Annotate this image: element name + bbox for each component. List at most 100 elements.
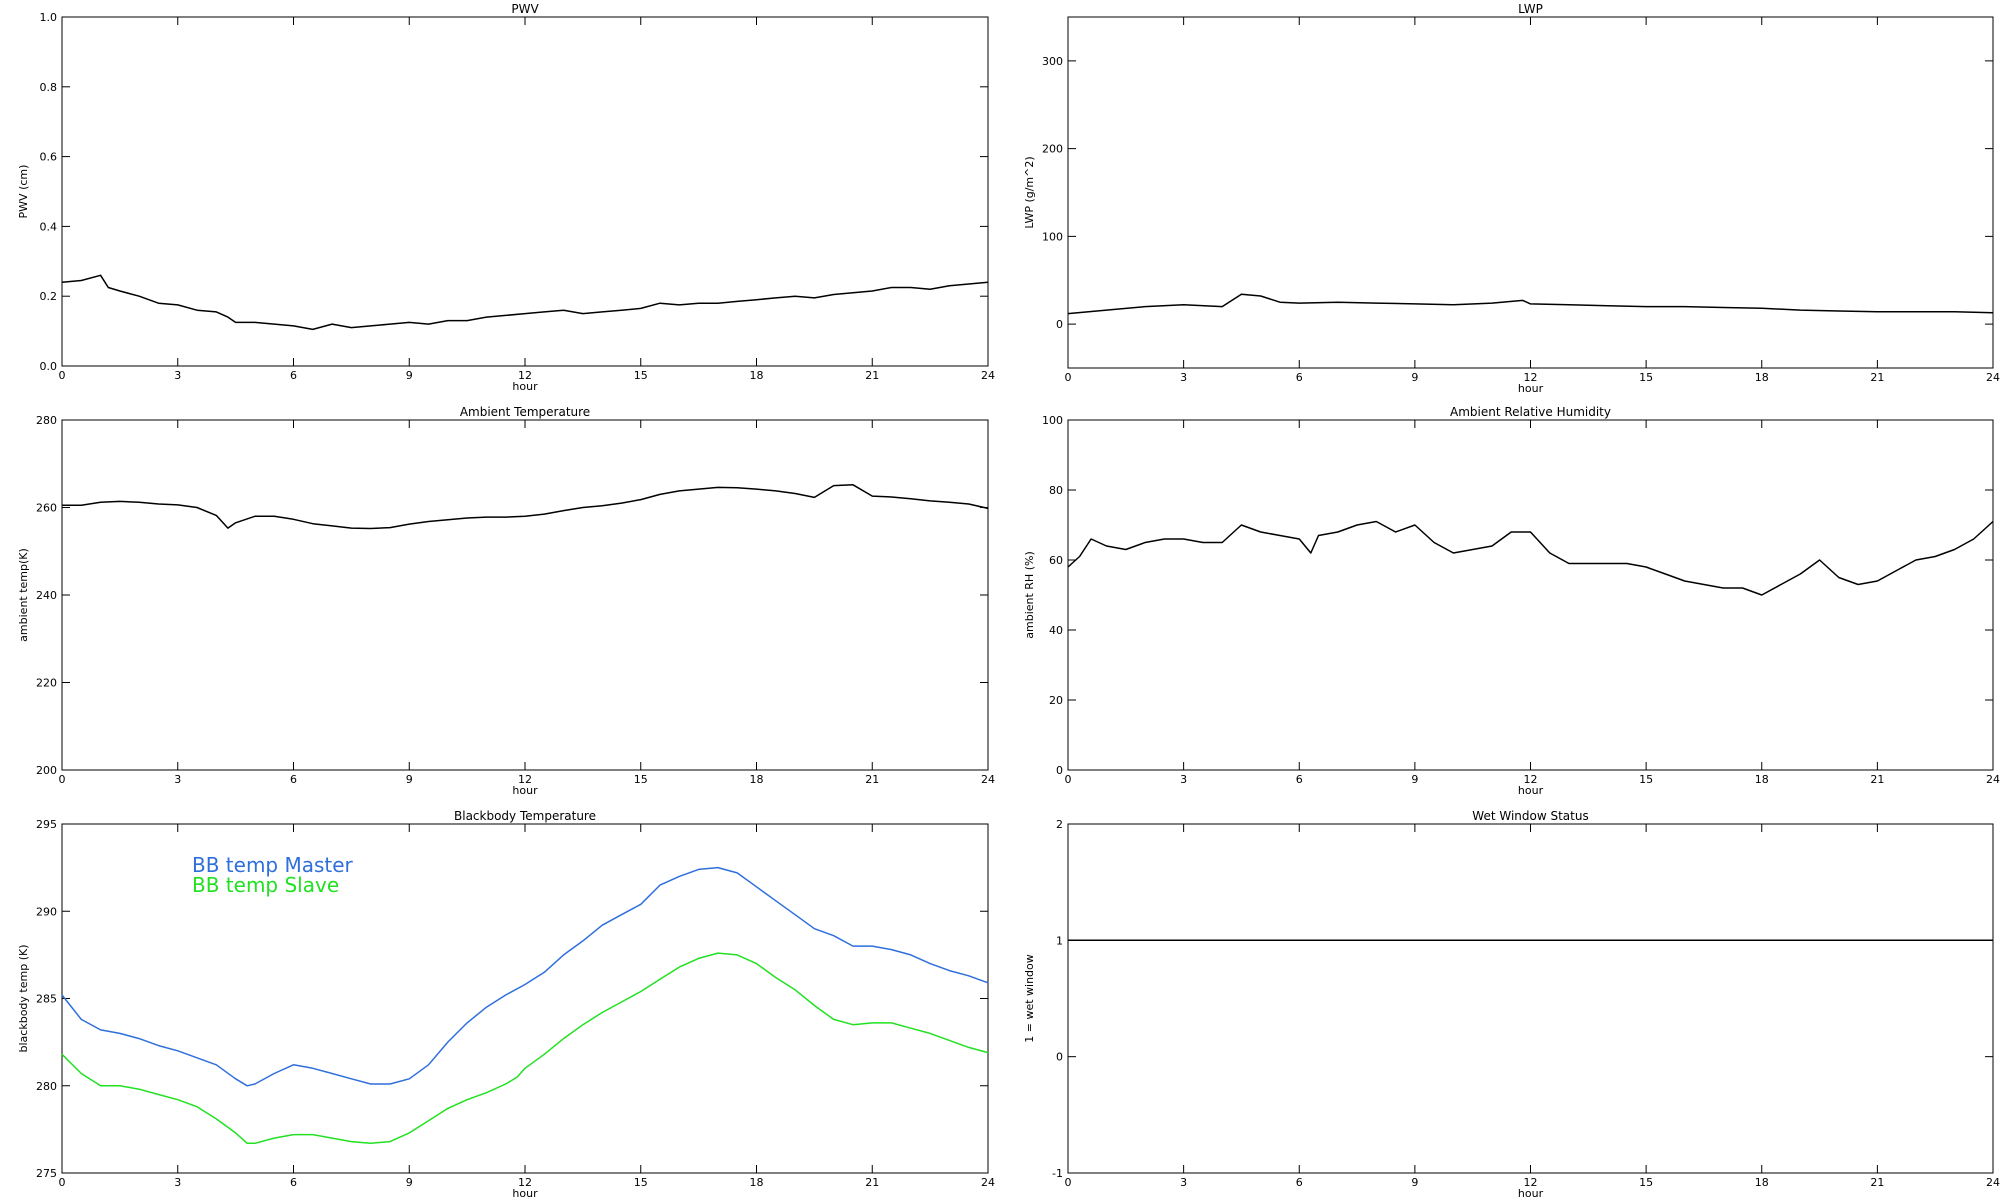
y-tick-label: 40 [1049, 624, 1063, 637]
x-tick-label: 24 [1986, 773, 2000, 786]
x-tick-label: 15 [634, 369, 648, 382]
y-tick-label: 60 [1049, 554, 1063, 567]
x-tick-label: 0 [1065, 773, 1072, 786]
y-tick-label: 0 [1056, 1051, 1063, 1064]
y-axis-label: ambient temp(K) [17, 548, 30, 642]
x-tick-label: 24 [981, 773, 995, 786]
legend-entry: BB temp Slave [192, 873, 339, 897]
x-tick-label: 9 [1411, 371, 1418, 384]
x-tick-label: 0 [59, 1176, 66, 1189]
y-tick-label: 20 [1049, 694, 1063, 707]
x-tick-label: 12 [1524, 371, 1538, 384]
y-tick-label: 290 [36, 905, 57, 918]
x-tick-label: 6 [1296, 1176, 1303, 1189]
x-tick-label: 9 [406, 1176, 413, 1189]
x-axis-label: hour [1518, 382, 1544, 395]
y-tick-label: 0.4 [40, 220, 58, 233]
chart-5: Blackbody Temperature 0 3 6 9 12 15 18 21 24 hour 2… [17, 809, 995, 1200]
y-tick-label: 100 [1042, 230, 1063, 243]
y-tick-label: 280 [36, 1080, 57, 1093]
y-tick-label: 0.2 [40, 290, 58, 303]
x-tick-label: 3 [1180, 1176, 1187, 1189]
y-tick-label: 200 [1042, 143, 1063, 156]
y-tick-label: -1 [1052, 1167, 1063, 1180]
x-tick-label: 3 [1180, 371, 1187, 384]
series-line-1 [1067, 520, 1994, 596]
y-tick-label: 0.0 [40, 360, 58, 373]
series-line-2 [61, 952, 989, 1145]
x-tick-label: 6 [1296, 773, 1303, 786]
x-tick-label: 18 [750, 1176, 764, 1189]
x-tick-label: 3 [174, 369, 181, 382]
x-tick-label: 18 [750, 369, 764, 382]
x-tick-label: 24 [981, 1176, 995, 1189]
x-tick-label: 12 [518, 1176, 532, 1189]
x-tick-label: 18 [1755, 773, 1769, 786]
chart-2: LWP 0 3 6 9 12 15 18 21 24 hour 0 100 200 300 LWP (g/m^… [1023, 2, 2000, 395]
plot-frame [61, 419, 989, 771]
x-tick-label: 21 [865, 773, 879, 786]
plot-frame [1067, 16, 1994, 369]
x-tick-label: 6 [1296, 371, 1303, 384]
y-tick-label: 200 [36, 764, 57, 777]
y-tick-label: 0 [1056, 764, 1063, 777]
chart-1: PWV 0 3 6 9 12 15 18 21 24 hour 0.0 0.2 0.4 0.6 0.8 1.0 P… [17, 2, 995, 393]
y-tick-label: 100 [1042, 414, 1063, 427]
x-tick-label: 3 [1180, 773, 1187, 786]
x-tick-label: 9 [1411, 1176, 1418, 1189]
series-line-1 [61, 274, 989, 331]
series-line-1 [62, 484, 989, 530]
y-axis-label: 1 = wet window [1023, 954, 1036, 1043]
x-tick-label: 18 [1755, 371, 1769, 384]
x-tick-label: 12 [1524, 1176, 1538, 1189]
x-axis-label: hour [1518, 1187, 1544, 1200]
x-tick-label: 6 [290, 1176, 297, 1189]
y-tick-label: 0 [1056, 318, 1063, 331]
y-axis-label: PWV (cm) [17, 165, 30, 219]
y-tick-label: 280 [36, 414, 57, 427]
y-tick-label: 300 [1042, 55, 1063, 68]
x-tick-label: 24 [1986, 371, 2000, 384]
y-axis-label: ambient RH (%) [1023, 551, 1036, 639]
y-tick-label: 80 [1049, 484, 1063, 497]
x-tick-label: 21 [1870, 1176, 1884, 1189]
chart-title: Wet Window Status [1472, 809, 1588, 823]
x-tick-label: 15 [1639, 371, 1653, 384]
x-tick-label: 21 [1870, 773, 1884, 786]
y-tick-label: 1 [1056, 934, 1063, 947]
x-tick-label: 9 [1411, 773, 1418, 786]
chart-title: PWV [511, 2, 539, 16]
x-tick-label: 21 [865, 369, 879, 382]
x-tick-label: 24 [1986, 1176, 2000, 1189]
x-tick-label: 12 [518, 369, 532, 382]
y-tick-label: 0.8 [40, 81, 58, 94]
x-axis-label: hour [512, 784, 538, 797]
x-tick-label: 0 [1065, 1176, 1072, 1189]
legend-entry: BB temp Master [192, 853, 354, 877]
y-tick-label: 275 [36, 1167, 57, 1180]
x-tick-label: 0 [1065, 371, 1072, 384]
x-axis-label: hour [512, 1187, 538, 1200]
y-tick-label: 260 [36, 502, 57, 515]
x-tick-label: 21 [865, 1176, 879, 1189]
y-tick-label: 1.0 [40, 11, 58, 24]
x-tick-label: 3 [174, 773, 181, 786]
x-tick-label: 12 [518, 773, 532, 786]
x-axis-label: hour [512, 380, 538, 393]
x-tick-label: 18 [1755, 1176, 1769, 1189]
x-axis-label: hour [1518, 784, 1544, 797]
y-tick-label: 2 [1056, 818, 1063, 831]
x-tick-label: 9 [406, 369, 413, 382]
y-tick-label: 285 [36, 993, 57, 1006]
x-tick-label: 15 [1639, 1176, 1653, 1189]
x-tick-label: 12 [1524, 773, 1538, 786]
x-tick-label: 21 [1870, 371, 1884, 384]
x-tick-label: 15 [634, 773, 648, 786]
x-tick-label: 15 [1639, 773, 1653, 786]
x-tick-label: 18 [750, 773, 764, 786]
chart-3: Ambient Temperature 0 3 6 9 12 15 18 21 24 hour 200… [17, 405, 995, 797]
y-axis-label: blackbody temp (K) [17, 945, 30, 1053]
y-tick-label: 0.6 [40, 151, 58, 164]
